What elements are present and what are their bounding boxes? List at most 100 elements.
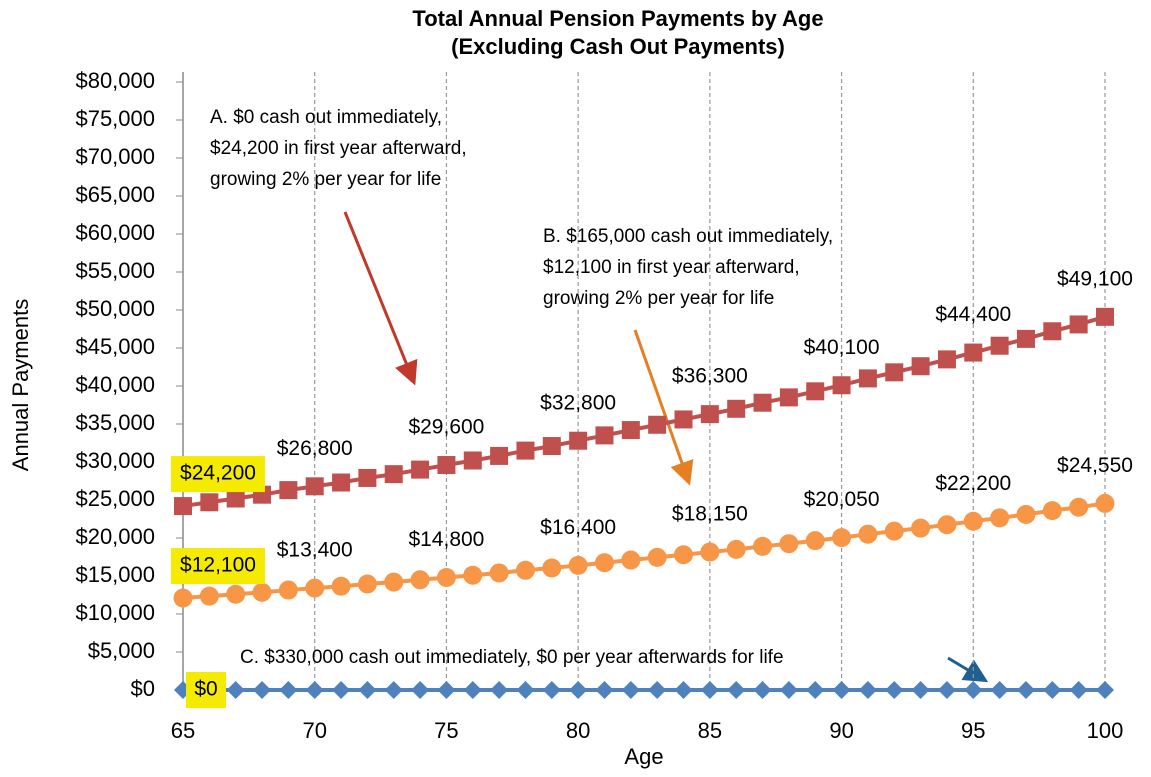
data-label: $40,100	[804, 336, 880, 359]
marker	[1043, 681, 1062, 699]
marker	[516, 441, 535, 460]
label-box	[171, 548, 265, 585]
marker	[700, 405, 719, 424]
marker	[806, 382, 825, 401]
marker	[1016, 504, 1036, 524]
marker	[621, 421, 640, 440]
y-tick-label: $45,000	[75, 334, 155, 359]
marker	[200, 493, 219, 512]
marker	[515, 560, 535, 580]
y-tick-label: $80,000	[75, 68, 155, 93]
y-tick-label: $35,000	[75, 410, 155, 435]
marker	[990, 336, 1009, 355]
marker	[595, 426, 614, 445]
annotation: A. $0 cash out immediately,	[210, 107, 442, 128]
marker	[542, 558, 562, 578]
marker	[384, 681, 403, 699]
marker	[253, 681, 272, 699]
annotation: $12,100 in first year afterward,	[543, 257, 800, 278]
marker	[990, 508, 1010, 528]
marker	[305, 681, 324, 699]
marker	[1095, 493, 1115, 513]
y-tick-label: $55,000	[75, 258, 155, 283]
marker	[832, 376, 851, 395]
marker	[1069, 681, 1088, 699]
data-label: $0	[194, 678, 217, 701]
x-tick-label: 95	[961, 718, 985, 743]
marker	[937, 515, 957, 535]
marker	[990, 681, 1009, 699]
marker	[674, 681, 693, 699]
y-tick-label: $25,000	[75, 486, 155, 511]
marker	[911, 518, 931, 538]
marker	[937, 681, 956, 699]
marker	[727, 399, 746, 418]
marker	[569, 431, 588, 450]
y-tick-label: $65,000	[75, 182, 155, 207]
marker	[463, 565, 483, 585]
marker	[648, 681, 667, 699]
marker	[226, 681, 245, 699]
annotation-arrow	[343, 211, 418, 386]
x-tick-label: 100	[1087, 718, 1124, 743]
marker	[674, 545, 694, 565]
data-label: $22,200	[935, 472, 1011, 495]
y-tick-label: $60,000	[75, 220, 155, 245]
marker	[490, 446, 509, 465]
marker	[174, 497, 192, 516]
marker	[542, 437, 561, 456]
marker	[1016, 681, 1035, 699]
marker	[279, 681, 298, 699]
marker	[700, 542, 720, 562]
marker	[595, 681, 614, 699]
marker	[674, 410, 693, 429]
data-label: $24,200	[180, 462, 256, 485]
marker	[621, 550, 641, 570]
data-label: $32,800	[540, 391, 616, 414]
label-box	[186, 672, 226, 708]
marker	[648, 415, 667, 434]
y-tick-label: $30,000	[75, 448, 155, 473]
marker	[1096, 307, 1114, 326]
data-label: $44,400	[935, 303, 1011, 326]
marker	[384, 572, 404, 592]
data-label: $36,300	[672, 365, 748, 388]
marker	[832, 528, 852, 548]
marker	[779, 681, 798, 699]
marker	[542, 681, 561, 699]
y-tick-label: $70,000	[75, 144, 155, 169]
marker	[569, 681, 588, 699]
marker	[858, 369, 877, 388]
marker	[437, 681, 456, 699]
x-tick-label: 75	[434, 718, 458, 743]
data-label: $18,150	[672, 503, 748, 526]
marker	[647, 547, 667, 567]
marker	[1096, 681, 1114, 699]
x-tick-label: 70	[302, 718, 326, 743]
marker	[779, 388, 798, 407]
marker	[463, 681, 482, 699]
marker	[332, 473, 351, 492]
y-axis-label: Annual Payments	[8, 299, 33, 471]
marker	[410, 570, 430, 590]
marker	[331, 576, 351, 596]
y-tick-label: $10,000	[75, 600, 155, 625]
marker	[358, 681, 377, 699]
annotation: C. $330,000 cash out immediately, $0 per…	[240, 647, 784, 668]
annotation: B. $165,000 cash out immediately,	[543, 226, 833, 247]
marker	[305, 477, 324, 496]
marker	[437, 456, 456, 475]
annotation-arrow	[633, 329, 694, 486]
marker	[199, 586, 219, 606]
marker	[832, 681, 851, 699]
data-label: $13,400	[277, 539, 353, 562]
x-tick-label: 90	[829, 718, 853, 743]
marker	[1042, 501, 1062, 521]
data-label: $20,050	[804, 488, 880, 511]
marker	[726, 539, 746, 559]
chart-subtitle: (Excluding Cash Out Payments)	[451, 34, 785, 59]
marker	[779, 534, 799, 554]
y-tick-label: $50,000	[75, 296, 155, 321]
marker	[806, 681, 825, 699]
